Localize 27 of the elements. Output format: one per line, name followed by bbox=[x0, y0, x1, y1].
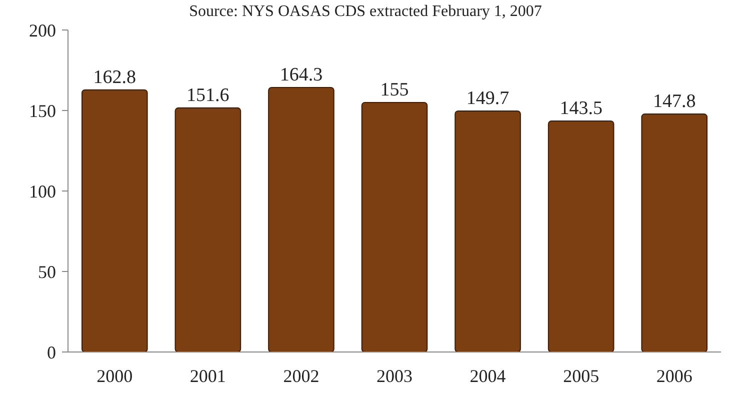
y-tick-label: 200 bbox=[29, 20, 56, 40]
x-tick-label: 2005 bbox=[563, 366, 600, 386]
y-tick-label: 150 bbox=[29, 100, 56, 121]
x-tick-label: 2002 bbox=[283, 366, 320, 386]
x-tick-label: 2000 bbox=[96, 366, 133, 386]
x-tick-label: 2003 bbox=[376, 366, 412, 386]
bar bbox=[174, 107, 242, 352]
source-note: Source: NYS OASAS CDS extracted February 1, 2007 bbox=[189, 3, 542, 20]
bar bbox=[641, 114, 708, 352]
bar bbox=[454, 110, 521, 352]
data-label: 147.8 bbox=[652, 91, 696, 112]
y-tick-label: 50 bbox=[38, 262, 56, 282]
y-tick-label: 0 bbox=[47, 342, 56, 362]
data-label: 143.5 bbox=[560, 98, 602, 119]
data-label: 155 bbox=[380, 79, 409, 100]
bar bbox=[548, 120, 614, 352]
bar bbox=[361, 102, 428, 352]
data-label: 162.8 bbox=[93, 66, 136, 88]
data-label: 149.7 bbox=[466, 88, 510, 109]
x-tick-label: 2006 bbox=[656, 366, 692, 386]
data-label: 164.3 bbox=[280, 64, 323, 86]
x-tick-label: 2004 bbox=[470, 366, 506, 386]
y-tick-label: 100 bbox=[29, 181, 56, 202]
x-tick-label: 2001 bbox=[190, 366, 226, 386]
bar bbox=[268, 86, 334, 352]
bar bbox=[81, 89, 148, 352]
data-label: 151.6 bbox=[186, 84, 230, 106]
